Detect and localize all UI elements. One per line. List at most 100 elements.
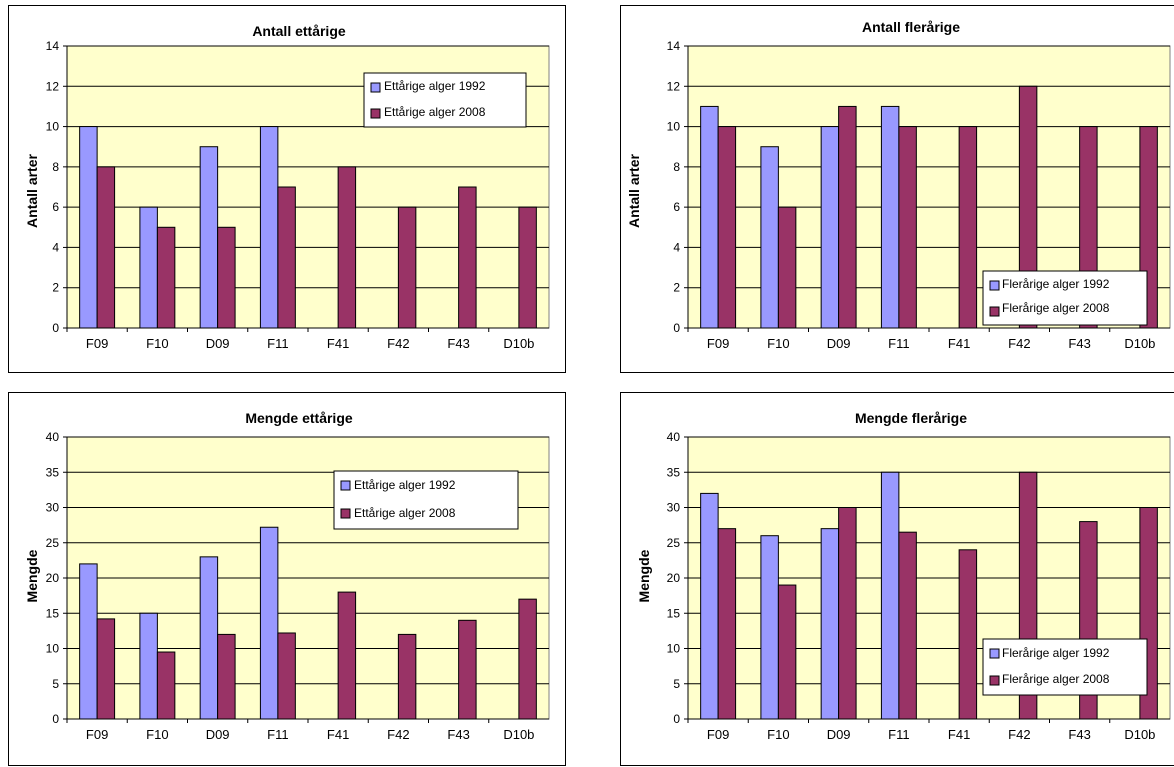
x-tick-label: F42 [387,336,409,351]
legend-label-2008: Ettårige alger 2008 [384,105,486,119]
bar-2008 [777,206,797,329]
bar-2008 [518,598,537,720]
bar-2008 [156,651,176,720]
bar-2008 [518,206,537,329]
bar-1992 [760,535,779,720]
legend-label-1992: Flerårige alger 1992 [1002,277,1110,291]
chart-mengde-ettarige-svg: Mengde ettårige Mengde 0 5 10 15 20 25 30 35 40 F… [24,410,550,742]
y-tick-label: 4 [673,240,680,254]
chart-title: Mengde flerårige [855,410,967,426]
x-tick-label: F09 [707,336,729,351]
y-tick-label: 15 [46,606,60,620]
y-tick-label: 25 [667,536,681,550]
y-tick-label: 0 [673,712,680,726]
x-tick-label: D10b [503,336,534,351]
x-tick-label: F11 [267,336,288,351]
legend-label-2008: Flerårige alger 2008 [1002,301,1110,315]
legend-swatch-2008 [989,306,1000,317]
bar-2008 [277,186,296,329]
y-tick-label: 20 [46,571,60,585]
y-tick-label: 35 [46,465,60,479]
chart-antall-flerarige: Antall flerårige Antall arter 0 2 4 6 8 10 12 1… [620,5,1174,373]
legend-swatch-1992 [370,82,381,93]
legend-label-1992: Ettårige alger 1992 [354,478,456,492]
x-tick-label: F11 [888,336,909,351]
bar-1992 [139,612,158,720]
bar-1992 [199,146,219,329]
x-tick-label: D10b [503,727,534,742]
x-tick-label: F43 [1068,336,1090,351]
chart-mengde-flerarige: Mengde flerårige Mengde 0 5 10 15 20 25 30 35 40… [620,392,1174,766]
bar-2008 [958,126,978,329]
bar-2008 [898,126,917,329]
legend-label-2008: Ettårige alger 2008 [354,506,456,520]
chart-marks: 0 5 10 15 20 25 30 35 40 F09 F10 D09 F11 F41 F42 F43 D10… [46,430,549,742]
y-tick-label: 40 [667,430,681,444]
y-tick-label: 0 [673,321,680,335]
x-tick-label: F09 [86,727,108,742]
bar-2008 [96,618,116,720]
bar-2008 [337,166,357,329]
x-tick-label: F42 [1008,336,1030,351]
bar-2008 [337,591,357,720]
y-tick-label: 10 [46,642,60,656]
y-tick-label: 30 [667,501,681,515]
x-tick-label: D09 [827,727,851,742]
x-tick-label: F10 [146,727,168,742]
x-tick-label: D10b [1124,727,1155,742]
y-tick-label: 6 [52,200,59,214]
y-tick-label: 20 [667,571,681,585]
x-tick-label: F09 [86,336,108,351]
y-tick-label: 12 [667,79,681,93]
bar-2008 [1018,85,1038,329]
bar-2008 [217,633,236,720]
y-axis-label: Antall arter [24,153,40,227]
legend-swatch-1992 [340,480,351,491]
y-tick-label: 30 [46,501,60,515]
y-axis-label: Mengde [24,549,40,602]
x-tick-label: D09 [206,727,230,742]
chart-marks: 0 5 10 15 20 25 30 35 40 F09 F10 D09 F11 F41 F42 F43 D10… [667,430,1170,742]
x-tick-label: F42 [1008,727,1030,742]
bar-2008 [277,632,296,720]
chart-marks: 0 2 4 6 8 10 12 14 F09 F10 D09 F11 F41 F42 F43 D10b [46,39,549,351]
x-tick-label: F10 [146,336,168,351]
y-tick-label: 2 [673,281,680,295]
legend-label-1992: Ettårige alger 1992 [384,79,486,93]
bar-2008 [898,531,917,720]
legend-swatch-2008 [340,508,351,519]
bar-1992 [79,563,98,720]
bar-1992 [820,126,840,329]
legend-box [363,72,527,128]
y-tick-label: 10 [46,120,60,134]
y-tick-label: 12 [46,79,60,93]
x-tick-label: F10 [767,727,789,742]
chart-title: Mengde ettårige [245,410,353,426]
x-tick-label: F09 [707,727,729,742]
x-tick-label: D09 [827,336,851,351]
bar-1992 [700,105,719,329]
bar-2008 [96,166,116,329]
y-tick-label: 25 [46,536,60,550]
y-tick-label: 14 [667,39,681,53]
x-tick-label: D10b [1124,336,1155,351]
legend-swatch-1992 [989,648,1000,659]
x-tick-label: F43 [447,727,469,742]
y-tick-label: 35 [667,465,681,479]
x-tick-label: F41 [948,727,970,742]
bar-2008 [838,507,857,720]
x-tick-label: F11 [267,727,288,742]
y-tick-label: 14 [46,39,60,53]
y-tick-label: 6 [673,200,680,214]
y-tick-label: 0 [52,712,59,726]
y-tick-label: 2 [52,281,59,295]
chart-title: Antall flerårige [862,19,960,35]
x-tick-label: F11 [888,727,909,742]
bar-1992 [79,126,98,329]
bar-2008 [458,186,477,329]
bar-1992 [139,206,158,329]
y-axis-label: Antall arter [626,153,642,227]
x-tick-label: D09 [206,336,230,351]
legend-label-2008: Flerårige alger 2008 [1002,672,1110,686]
chart-mengde-ettarige: Mengde ettårige Mengde 0 5 10 15 20 25 30 35 40 F… [8,392,566,766]
